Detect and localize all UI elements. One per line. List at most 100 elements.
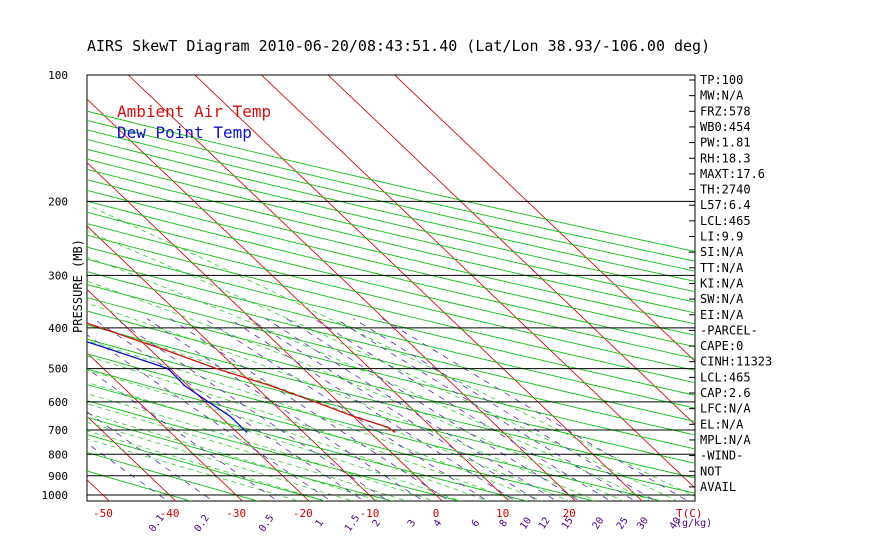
isotherm-line [87, 161, 443, 501]
stability-index-item: WB0:454 [700, 120, 751, 134]
bottom-axis-tick-label: -10 [359, 507, 379, 520]
mixing-ratio-lines [87, 318, 689, 501]
ambient-temp-line [87, 322, 396, 434]
moist-adiabat-line [87, 430, 327, 501]
dewpoint-temp-line [87, 341, 248, 433]
dry-adiabat-line [87, 119, 695, 262]
isotherm-line [87, 479, 110, 501]
stability-index-item: EI:N/A [700, 308, 744, 322]
mixing-ratio-label: 12 [537, 515, 553, 531]
isotherm-line [327, 75, 695, 426]
stability-index-item: MW:N/A [700, 89, 744, 103]
dry-adiabat-line [87, 310, 695, 464]
mixing-ratio-line [248, 318, 539, 501]
stability-index-item: KI:N/A [700, 276, 744, 290]
moist-adiabat-line [87, 256, 652, 501]
mixing-ratio-label: 10 [518, 516, 534, 532]
bottom-axis-tick-label: 20 [563, 507, 576, 520]
pressure-tick-label: 500 [48, 363, 68, 376]
bottom-axis-tick-label: 0 [433, 507, 440, 520]
chart-title: AIRS SkewT Diagram 2010-06-20/08:43:51.4… [87, 37, 710, 55]
stability-index-item: MAXT:17.6 [700, 167, 765, 181]
stability-index-item: LFC:N/A [700, 402, 751, 416]
stability-index-item: TP:100 [700, 73, 743, 87]
dry-adiabat-line [87, 211, 695, 359]
moist-adiabat-line [87, 230, 679, 501]
dry-adiabat-line [87, 297, 695, 450]
mixing-ratio-line [229, 318, 517, 501]
pressure-tick-label: 700 [48, 424, 68, 437]
stability-index-item: LI:9.9 [700, 230, 743, 244]
pressure-tick-label: 300 [48, 269, 68, 282]
isotherm-line [127, 75, 577, 501]
stability-index-item: CAPE:0 [700, 339, 743, 353]
dry-adiabat-line [87, 200, 695, 348]
mixing-ratio-label: 3 [406, 518, 418, 529]
pressure-tick-label: 600 [48, 396, 68, 409]
dry-adiabat-line [87, 223, 695, 371]
bottom-axis-tick-label: -50 [93, 507, 113, 520]
pressure-tick-labels: 100 200 300 400 500 600 700 800 900 1000 [42, 69, 69, 502]
mixing-ratio-line [381, 318, 689, 501]
dry-adiabat-line [87, 158, 695, 303]
stability-index-item: TT:N/A [700, 261, 744, 275]
mixing-ratio-label: 20 [591, 515, 607, 531]
mixing-ratio-line [265, 318, 558, 501]
mixing-ratio-line [146, 318, 425, 501]
mixing-ratio-line [114, 318, 389, 501]
moist-adiabat-lines [87, 204, 695, 501]
mixing-ratio-line [353, 318, 657, 501]
moist-adiabat-line [87, 204, 695, 498]
moist-adiabat-line [87, 438, 300, 501]
mixing-ratio-label: 0.5 [257, 513, 276, 534]
y-axis-label: PRESSURE (MB) [71, 239, 85, 333]
isotherm-line [194, 75, 643, 501]
dry-adiabat-line [87, 179, 695, 325]
bottom-axis-tick-labels: -50 -40 -30 -20 -10 0 10 20 [93, 507, 576, 520]
dry-adiabat-line [87, 246, 695, 396]
isotherm-line [87, 415, 177, 501]
stability-index-item: -WIND- [700, 449, 743, 463]
pressure-tick-label: 400 [48, 322, 68, 335]
stability-index-item: RH:18.3 [700, 151, 751, 165]
mixing-ratio-label: 0.2 [193, 513, 212, 534]
mixing-ratio-label: 4 [432, 518, 444, 529]
pressure-tick-label: 100 [48, 69, 68, 82]
stability-index-item: CAP:2.6 [700, 386, 751, 400]
moist-adiabat-line [87, 393, 435, 501]
dry-adiabat-line [87, 368, 596, 501]
moist-adiabat-line [87, 355, 517, 501]
bottom-axis-tick-label: 10 [496, 507, 509, 520]
stability-index-item: PW:1.81 [700, 136, 751, 150]
mixing-ratio-line [286, 318, 581, 501]
pressure-tick-label: 1000 [42, 489, 69, 502]
stability-index-item: LCL:465 [700, 370, 751, 384]
isotherm-line [87, 352, 244, 501]
mixing-ratio-line [92, 318, 365, 501]
x-axis-unit-label: T(C) [676, 507, 703, 520]
bottom-axis-tick-label: -30 [226, 507, 246, 520]
legend-ambient-temp: Ambient Air Temp [117, 102, 271, 121]
dry-adiabat-line [87, 168, 695, 314]
moist-adiabat-line [87, 421, 354, 501]
legend-dewpoint-temp: Dew Point Temp [117, 123, 252, 142]
isotherm-line [0, 66, 46, 504]
mixing-ratio-line [203, 318, 489, 501]
stability-index-item: EL:N/A [700, 417, 744, 431]
bottom-axis-tick-label: -20 [293, 507, 313, 520]
mixing-ratio-label: 8 [498, 518, 510, 529]
moist-adiabat-line [87, 302, 598, 501]
mixing-ratio-line [313, 318, 612, 501]
dry-adiabat-line [87, 258, 695, 409]
isotherm-line [87, 225, 377, 501]
stability-index-item: MPL:N/A [700, 433, 751, 447]
stability-index-item: SI:N/A [700, 245, 744, 259]
mixing-ratio-label: 6 [470, 518, 482, 529]
stability-index-item: NOT [700, 464, 722, 478]
dry-adiabat-line [87, 284, 695, 436]
sounding-series [87, 322, 396, 434]
isobar-lines [87, 74, 695, 496]
dry-adiabat-line [87, 271, 695, 422]
isotherm-line [87, 288, 310, 501]
